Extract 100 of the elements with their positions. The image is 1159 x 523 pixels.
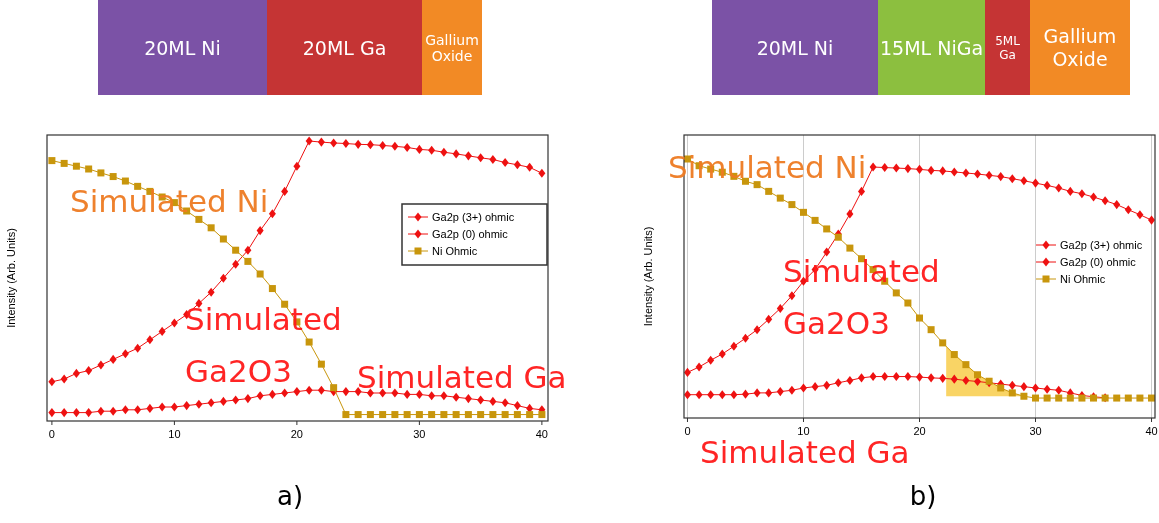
point [452, 411, 460, 419]
point [892, 289, 900, 297]
point [811, 216, 819, 224]
x-tick-label: 0 [684, 425, 691, 437]
text: 20ML Ga [302, 36, 387, 59]
point [1090, 192, 1098, 202]
point [1032, 178, 1040, 188]
x-tick-label: 40 [1145, 425, 1158, 437]
point [730, 341, 738, 351]
point [939, 373, 947, 383]
text: 15ML NiGa [879, 36, 984, 59]
legend-label: Ga2p (0) ohmic [432, 228, 509, 240]
legend-label: Ga2p (3+) ohmic [432, 211, 515, 223]
point [846, 209, 854, 219]
point [939, 166, 947, 176]
point [1113, 394, 1121, 402]
point [834, 378, 842, 388]
point [121, 177, 129, 185]
point [707, 390, 715, 400]
point [415, 411, 423, 419]
point [962, 361, 970, 369]
point [415, 389, 423, 399]
point [881, 163, 889, 173]
text: Gallium Oxide [425, 31, 479, 65]
point [846, 244, 854, 252]
point [927, 373, 935, 383]
point [477, 395, 485, 405]
legend-label: Ga2p (0) ohmic [1060, 256, 1137, 268]
point [823, 380, 831, 390]
point [477, 411, 485, 419]
point [776, 303, 784, 313]
point [440, 147, 448, 157]
text: b) [909, 481, 937, 511]
point [501, 158, 509, 168]
point [501, 411, 509, 419]
point [916, 164, 923, 174]
point [293, 161, 301, 171]
point [526, 411, 534, 419]
point [317, 385, 325, 395]
point [134, 405, 142, 415]
point [489, 411, 497, 419]
point [753, 325, 761, 335]
text: Gallium Oxide [1043, 25, 1117, 71]
point [985, 170, 993, 180]
point [232, 246, 240, 254]
point [1148, 215, 1156, 225]
point [72, 162, 80, 170]
point [1124, 205, 1132, 215]
point [1008, 389, 1016, 397]
point [354, 411, 362, 419]
point [146, 335, 154, 345]
point [72, 368, 80, 378]
point [1043, 384, 1051, 394]
point [170, 318, 178, 328]
point [195, 399, 203, 409]
point [1066, 394, 1074, 402]
point [1020, 392, 1028, 400]
point [366, 411, 374, 419]
point [695, 390, 703, 400]
legend-label: Ga2p (3+) ohmic [1060, 239, 1143, 251]
point [256, 226, 264, 236]
point [788, 385, 796, 395]
point [60, 408, 68, 418]
point [134, 343, 142, 353]
point [1136, 394, 1144, 402]
point [366, 388, 374, 398]
point [440, 411, 448, 419]
point [244, 245, 252, 255]
point [1032, 394, 1040, 402]
point [1136, 210, 1144, 220]
point [121, 349, 129, 359]
point [916, 372, 923, 382]
point [256, 270, 264, 278]
x-tick-label: 20 [290, 428, 304, 440]
point [1055, 394, 1063, 402]
point [765, 187, 773, 195]
point [950, 351, 958, 359]
point [317, 137, 325, 147]
point [85, 366, 93, 376]
point [927, 326, 935, 334]
x-tick-label: 20 [913, 425, 926, 437]
point [858, 373, 865, 383]
point [1055, 385, 1063, 395]
x-tick-label: 40 [535, 428, 548, 440]
point [97, 169, 105, 177]
point [869, 372, 877, 382]
point [765, 388, 773, 398]
point [109, 354, 117, 364]
point [232, 259, 240, 269]
point [305, 338, 313, 346]
point [974, 371, 982, 379]
point [683, 390, 691, 400]
point [1020, 382, 1028, 392]
point [391, 141, 399, 151]
point [513, 411, 521, 419]
point [342, 138, 350, 149]
point [823, 225, 831, 233]
point [1055, 183, 1063, 193]
point [950, 374, 958, 384]
point [695, 362, 703, 372]
